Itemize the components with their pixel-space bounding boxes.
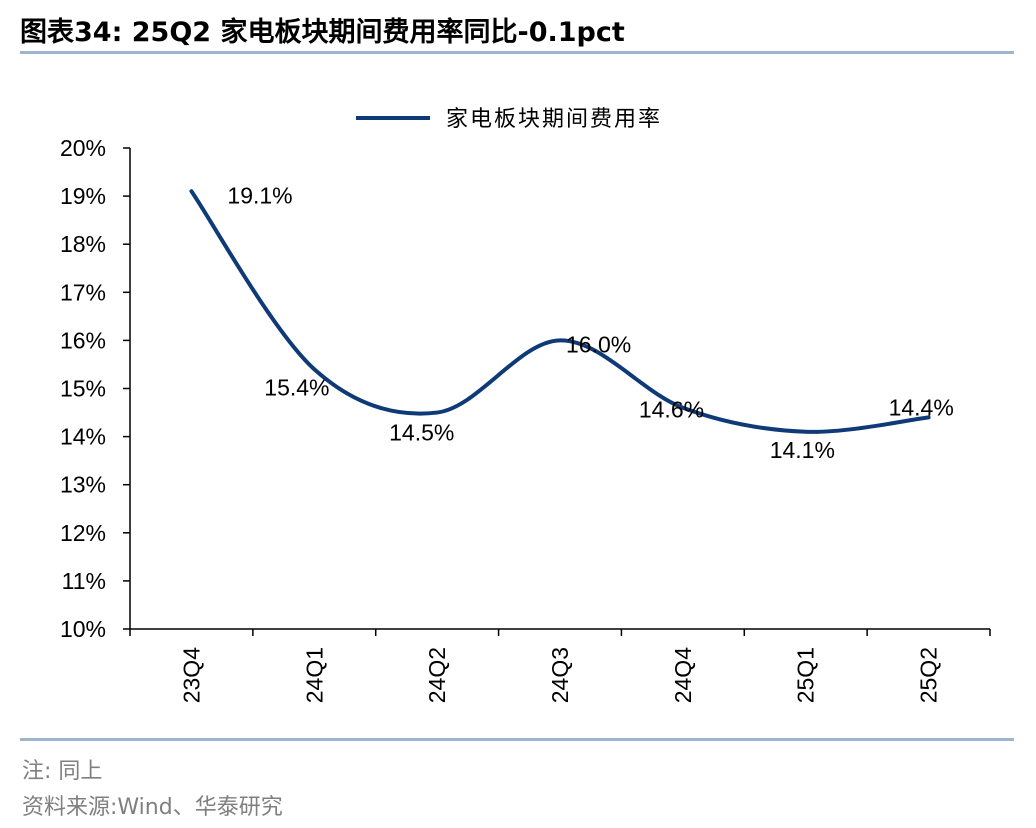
legend-label: 家电板块期间费用率 bbox=[446, 107, 662, 132]
x-tick-label: 23Q4 bbox=[178, 647, 204, 703]
y-tick-label: 20% bbox=[60, 135, 106, 161]
data-label: 14.4% bbox=[889, 394, 954, 420]
y-tick-label: 17% bbox=[60, 279, 106, 305]
y-tick-label: 19% bbox=[60, 183, 106, 209]
y-tick-label: 11% bbox=[62, 568, 106, 594]
y-tick-label: 18% bbox=[60, 231, 106, 257]
y-tick-label: 13% bbox=[60, 472, 106, 498]
data-label: 14.5% bbox=[389, 420, 454, 446]
y-tick-label: 12% bbox=[60, 520, 106, 546]
source-note: 资料来源:Wind、华泰研究 bbox=[22, 795, 283, 820]
x-tick-label: 25Q1 bbox=[793, 647, 819, 703]
y-tick-label: 16% bbox=[60, 327, 106, 353]
data-label: 14.1% bbox=[770, 437, 835, 463]
data-label: 15.4% bbox=[264, 374, 329, 400]
bottom-rule bbox=[20, 738, 1014, 741]
x-tick-label: 24Q2 bbox=[424, 647, 450, 703]
x-tick-label: 24Q1 bbox=[301, 647, 327, 703]
x-tick-label: 24Q3 bbox=[547, 647, 573, 703]
y-tick-label: 10% bbox=[60, 616, 106, 642]
x-tick-label: 25Q2 bbox=[916, 647, 942, 703]
chart-title: 图表34: 25Q2 家电板块期间费用率同比-0.1pct bbox=[20, 17, 625, 48]
top-rule bbox=[20, 51, 1014, 54]
y-tick-label: 14% bbox=[60, 424, 106, 450]
series-line bbox=[189, 189, 931, 434]
data-labels: 19.1% 15.4% 14.5% 16.0% 14.6% 14.1% 14.4% bbox=[227, 182, 953, 463]
line-chart: 家电板块期间费用率 10% 11% 12% 13% 14% 15% 16% 17% 18% 19%… bbox=[60, 107, 991, 703]
y-tick-label: 15% bbox=[60, 376, 106, 402]
footnote: 注: 同上 bbox=[22, 759, 103, 784]
x-tick-label: 24Q4 bbox=[670, 647, 696, 703]
axes: 10% 11% 12% 13% 14% 15% 16% 17% 18% 19% 20% 23Q4 24Q… bbox=[60, 135, 991, 703]
legend: 家电板块期间费用率 bbox=[356, 107, 662, 132]
data-label: 16.0% bbox=[566, 331, 631, 357]
series-layer bbox=[189, 189, 931, 434]
data-label: 14.6% bbox=[639, 397, 704, 423]
data-label: 19.1% bbox=[227, 182, 292, 208]
